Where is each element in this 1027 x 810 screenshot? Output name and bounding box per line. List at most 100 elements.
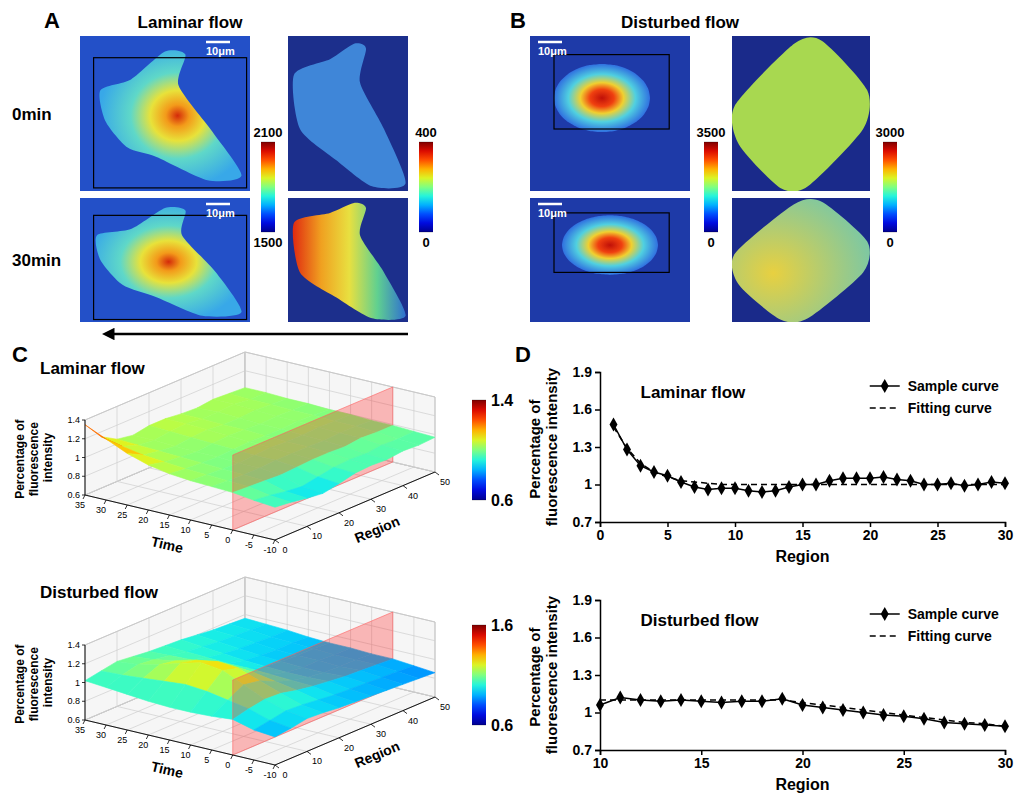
colorbar-label: 0 (707, 235, 714, 250)
tick-label: 50 (440, 702, 450, 712)
marker (758, 485, 766, 499)
scale-bar (538, 203, 562, 206)
figure: ALaminar flow0min30min10μm10μm1500210004… (0, 0, 1027, 810)
marker (961, 479, 969, 493)
panel-title: Disturbed flow (641, 611, 760, 630)
legend-marker (881, 607, 889, 621)
axis-line (85, 720, 275, 765)
tick-mark (275, 765, 279, 768)
tick-mark (371, 499, 375, 502)
tick-mark (403, 486, 407, 489)
tick-label: -5 (245, 765, 253, 775)
tick-label: 1.4 (67, 415, 80, 425)
scale-bar (538, 41, 562, 44)
legend-label: Fitting curve (908, 628, 992, 644)
tick: 1.3 (573, 439, 600, 455)
panel-letter: C (12, 342, 28, 367)
cell (293, 203, 406, 320)
colorbar (472, 625, 486, 725)
grid-line (245, 352, 435, 397)
image-background (80, 36, 250, 191)
colorbar-tick (472, 400, 486, 401)
surface (85, 387, 435, 530)
image-background (732, 198, 870, 322)
micrograph (288, 198, 408, 322)
micrograph (732, 198, 870, 322)
tick-mark (231, 755, 233, 759)
marker (745, 484, 753, 498)
surface-panel: CLaminar flow35302520151050-5-1001020304… (12, 342, 513, 556)
surface-cell (254, 720, 291, 736)
tick-mark (595, 522, 600, 524)
tick-mark (146, 510, 148, 514)
panel-letter: D (515, 342, 531, 367)
tick-mark (146, 735, 148, 739)
image-panel: BDisturbed flow10μm10μm0350003000 (510, 8, 904, 322)
tick-label: -10 (263, 770, 276, 780)
legend: Sample curve Fitting curve (870, 606, 999, 644)
cell (99, 50, 241, 181)
legend: Sample curveFitting curve (870, 378, 999, 416)
tick-label: 0 (597, 527, 605, 543)
tick-label: 25 (930, 527, 946, 543)
tick: 20 (863, 522, 879, 543)
plot-area (610, 418, 1009, 499)
tick: 15 (694, 750, 710, 771)
colorbar-label: 0.6 (491, 492, 513, 509)
cell (732, 199, 870, 322)
series-line (600, 700, 1005, 726)
colorbar-tick (883, 232, 897, 233)
tick-label: 1.9 (573, 592, 593, 608)
micrograph (530, 198, 690, 322)
tick-label: 30 (96, 505, 106, 515)
colorbar-tick (704, 142, 718, 143)
marker (819, 701, 827, 715)
grid-line (245, 577, 435, 622)
tick-mark (595, 675, 600, 677)
colorbar-tick (419, 232, 433, 233)
colorbar-tick (261, 142, 275, 143)
marker (772, 484, 780, 498)
colorbar-label: 0 (886, 235, 893, 250)
tick-mark (83, 495, 85, 499)
tick-label: -10 (263, 545, 276, 555)
tick-label: 0 (282, 770, 287, 780)
marker (826, 474, 834, 488)
tick-mark (104, 500, 106, 504)
legend-label: Sample curve (908, 378, 999, 394)
tick-mark (275, 540, 279, 543)
marker (697, 694, 705, 708)
axis: 0.711.31.61.9 (573, 592, 601, 758)
colorbar-label: 0 (422, 235, 429, 250)
marker (981, 718, 989, 732)
tick-mark (403, 711, 407, 714)
scale-bar-label: 10μm (538, 45, 567, 57)
tick-mark (189, 520, 191, 524)
legend-label: Sample curve (908, 606, 999, 622)
marker (940, 716, 948, 730)
tick: 15 (795, 522, 811, 543)
axis-title: Region (775, 776, 829, 793)
grid-line (117, 481, 307, 526)
surface (85, 612, 435, 755)
colorbar-label: 400 (415, 125, 437, 140)
micrograph (530, 36, 690, 191)
tick-mark (595, 637, 600, 639)
tick: 0.7 (573, 742, 600, 758)
tick-mark (82, 682, 85, 683)
axis-title: Percentage of fluorescence intensity (526, 367, 560, 526)
tick: 25 (930, 522, 946, 543)
panel-title: Laminar flow (641, 383, 747, 402)
colorbar (883, 142, 897, 232)
axis-title: Region (352, 513, 402, 546)
tick: 1.6 (573, 629, 600, 645)
axis-title: Time (150, 533, 185, 556)
tick-label: 0 (225, 760, 230, 770)
tick-label: 0.7 (573, 514, 593, 530)
tick-mark (273, 540, 275, 544)
time-plane (233, 387, 393, 530)
surface-cell (85, 425, 122, 447)
marker (785, 480, 793, 494)
tick-label: 5 (204, 530, 209, 540)
tick-mark (82, 645, 85, 646)
